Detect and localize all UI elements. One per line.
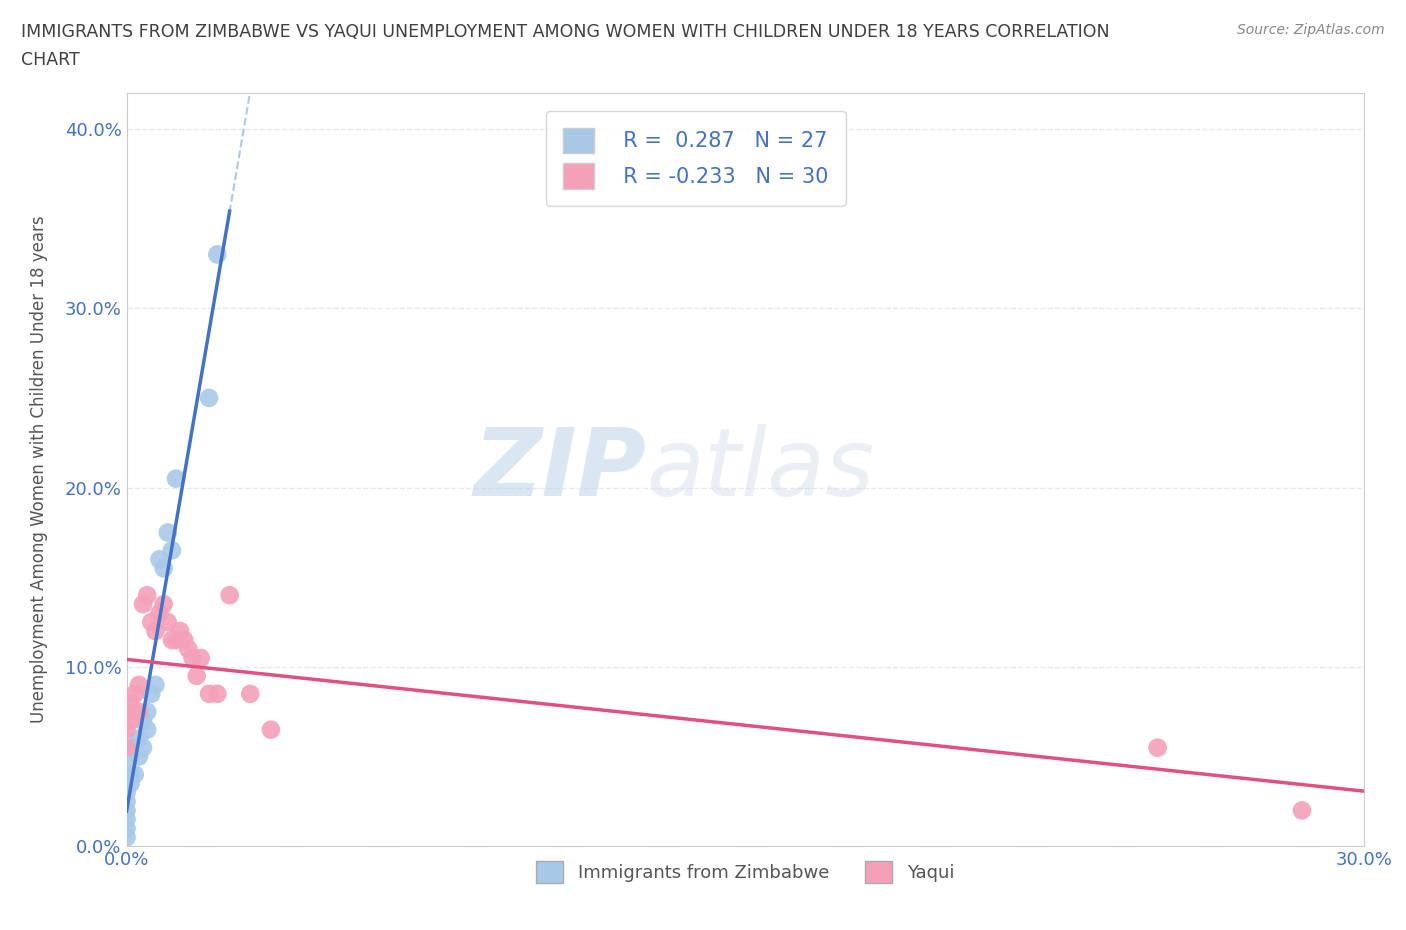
Point	[115, 803, 138, 817]
Point	[115, 821, 138, 836]
Text: ZIP: ZIP	[474, 424, 647, 515]
Point	[136, 704, 159, 719]
Point	[173, 632, 195, 647]
Point	[165, 472, 187, 486]
Text: Source: ZipAtlas.com: Source: ZipAtlas.com	[1237, 23, 1385, 37]
Point	[128, 677, 150, 692]
Point	[132, 740, 155, 755]
Point	[260, 723, 283, 737]
Point	[160, 543, 183, 558]
Point	[141, 686, 163, 701]
Point	[169, 624, 191, 639]
Point	[124, 686, 146, 701]
Point	[145, 677, 167, 692]
Point	[115, 740, 138, 755]
Point	[132, 597, 155, 612]
Point	[115, 812, 138, 827]
Point	[136, 588, 159, 603]
Point	[120, 750, 142, 764]
Point	[115, 704, 138, 719]
Point	[115, 794, 138, 809]
Point	[186, 669, 208, 684]
Point	[145, 624, 167, 639]
Point	[207, 247, 229, 262]
Point	[198, 391, 221, 405]
Point	[124, 740, 146, 755]
Point	[136, 723, 159, 737]
Point	[239, 686, 262, 701]
Point	[120, 696, 142, 711]
Point	[218, 588, 240, 603]
Point	[198, 686, 221, 701]
Point	[177, 642, 200, 657]
Point	[132, 713, 155, 728]
Point	[115, 776, 138, 790]
Point	[148, 551, 170, 566]
Point	[148, 605, 170, 620]
Point	[120, 767, 142, 782]
Point	[128, 704, 150, 719]
Point	[124, 767, 146, 782]
Text: IMMIGRANTS FROM ZIMBABWE VS YAQUI UNEMPLOYMENT AMONG WOMEN WITH CHILDREN UNDER 1: IMMIGRANTS FROM ZIMBABWE VS YAQUI UNEMPL…	[21, 23, 1109, 41]
Point	[115, 830, 138, 844]
Point	[190, 651, 212, 666]
Point	[165, 632, 187, 647]
Point	[115, 785, 138, 800]
Text: atlas: atlas	[647, 424, 875, 515]
Point	[152, 561, 174, 576]
Point	[156, 525, 179, 539]
Point	[152, 597, 174, 612]
Point	[156, 615, 179, 630]
Point	[207, 686, 229, 701]
Point	[120, 713, 142, 728]
Point	[115, 723, 138, 737]
Legend: Immigrants from Zimbabwe, Yaqui: Immigrants from Zimbabwe, Yaqui	[529, 854, 962, 890]
Point	[160, 632, 183, 647]
Point	[1146, 740, 1168, 755]
Point	[128, 750, 150, 764]
Point	[120, 776, 142, 790]
Point	[128, 731, 150, 746]
Text: CHART: CHART	[21, 51, 80, 69]
Point	[181, 651, 204, 666]
Y-axis label: Unemployment Among Women with Children Under 18 years: Unemployment Among Women with Children U…	[30, 216, 48, 724]
Point	[141, 615, 163, 630]
Point	[1291, 803, 1313, 817]
